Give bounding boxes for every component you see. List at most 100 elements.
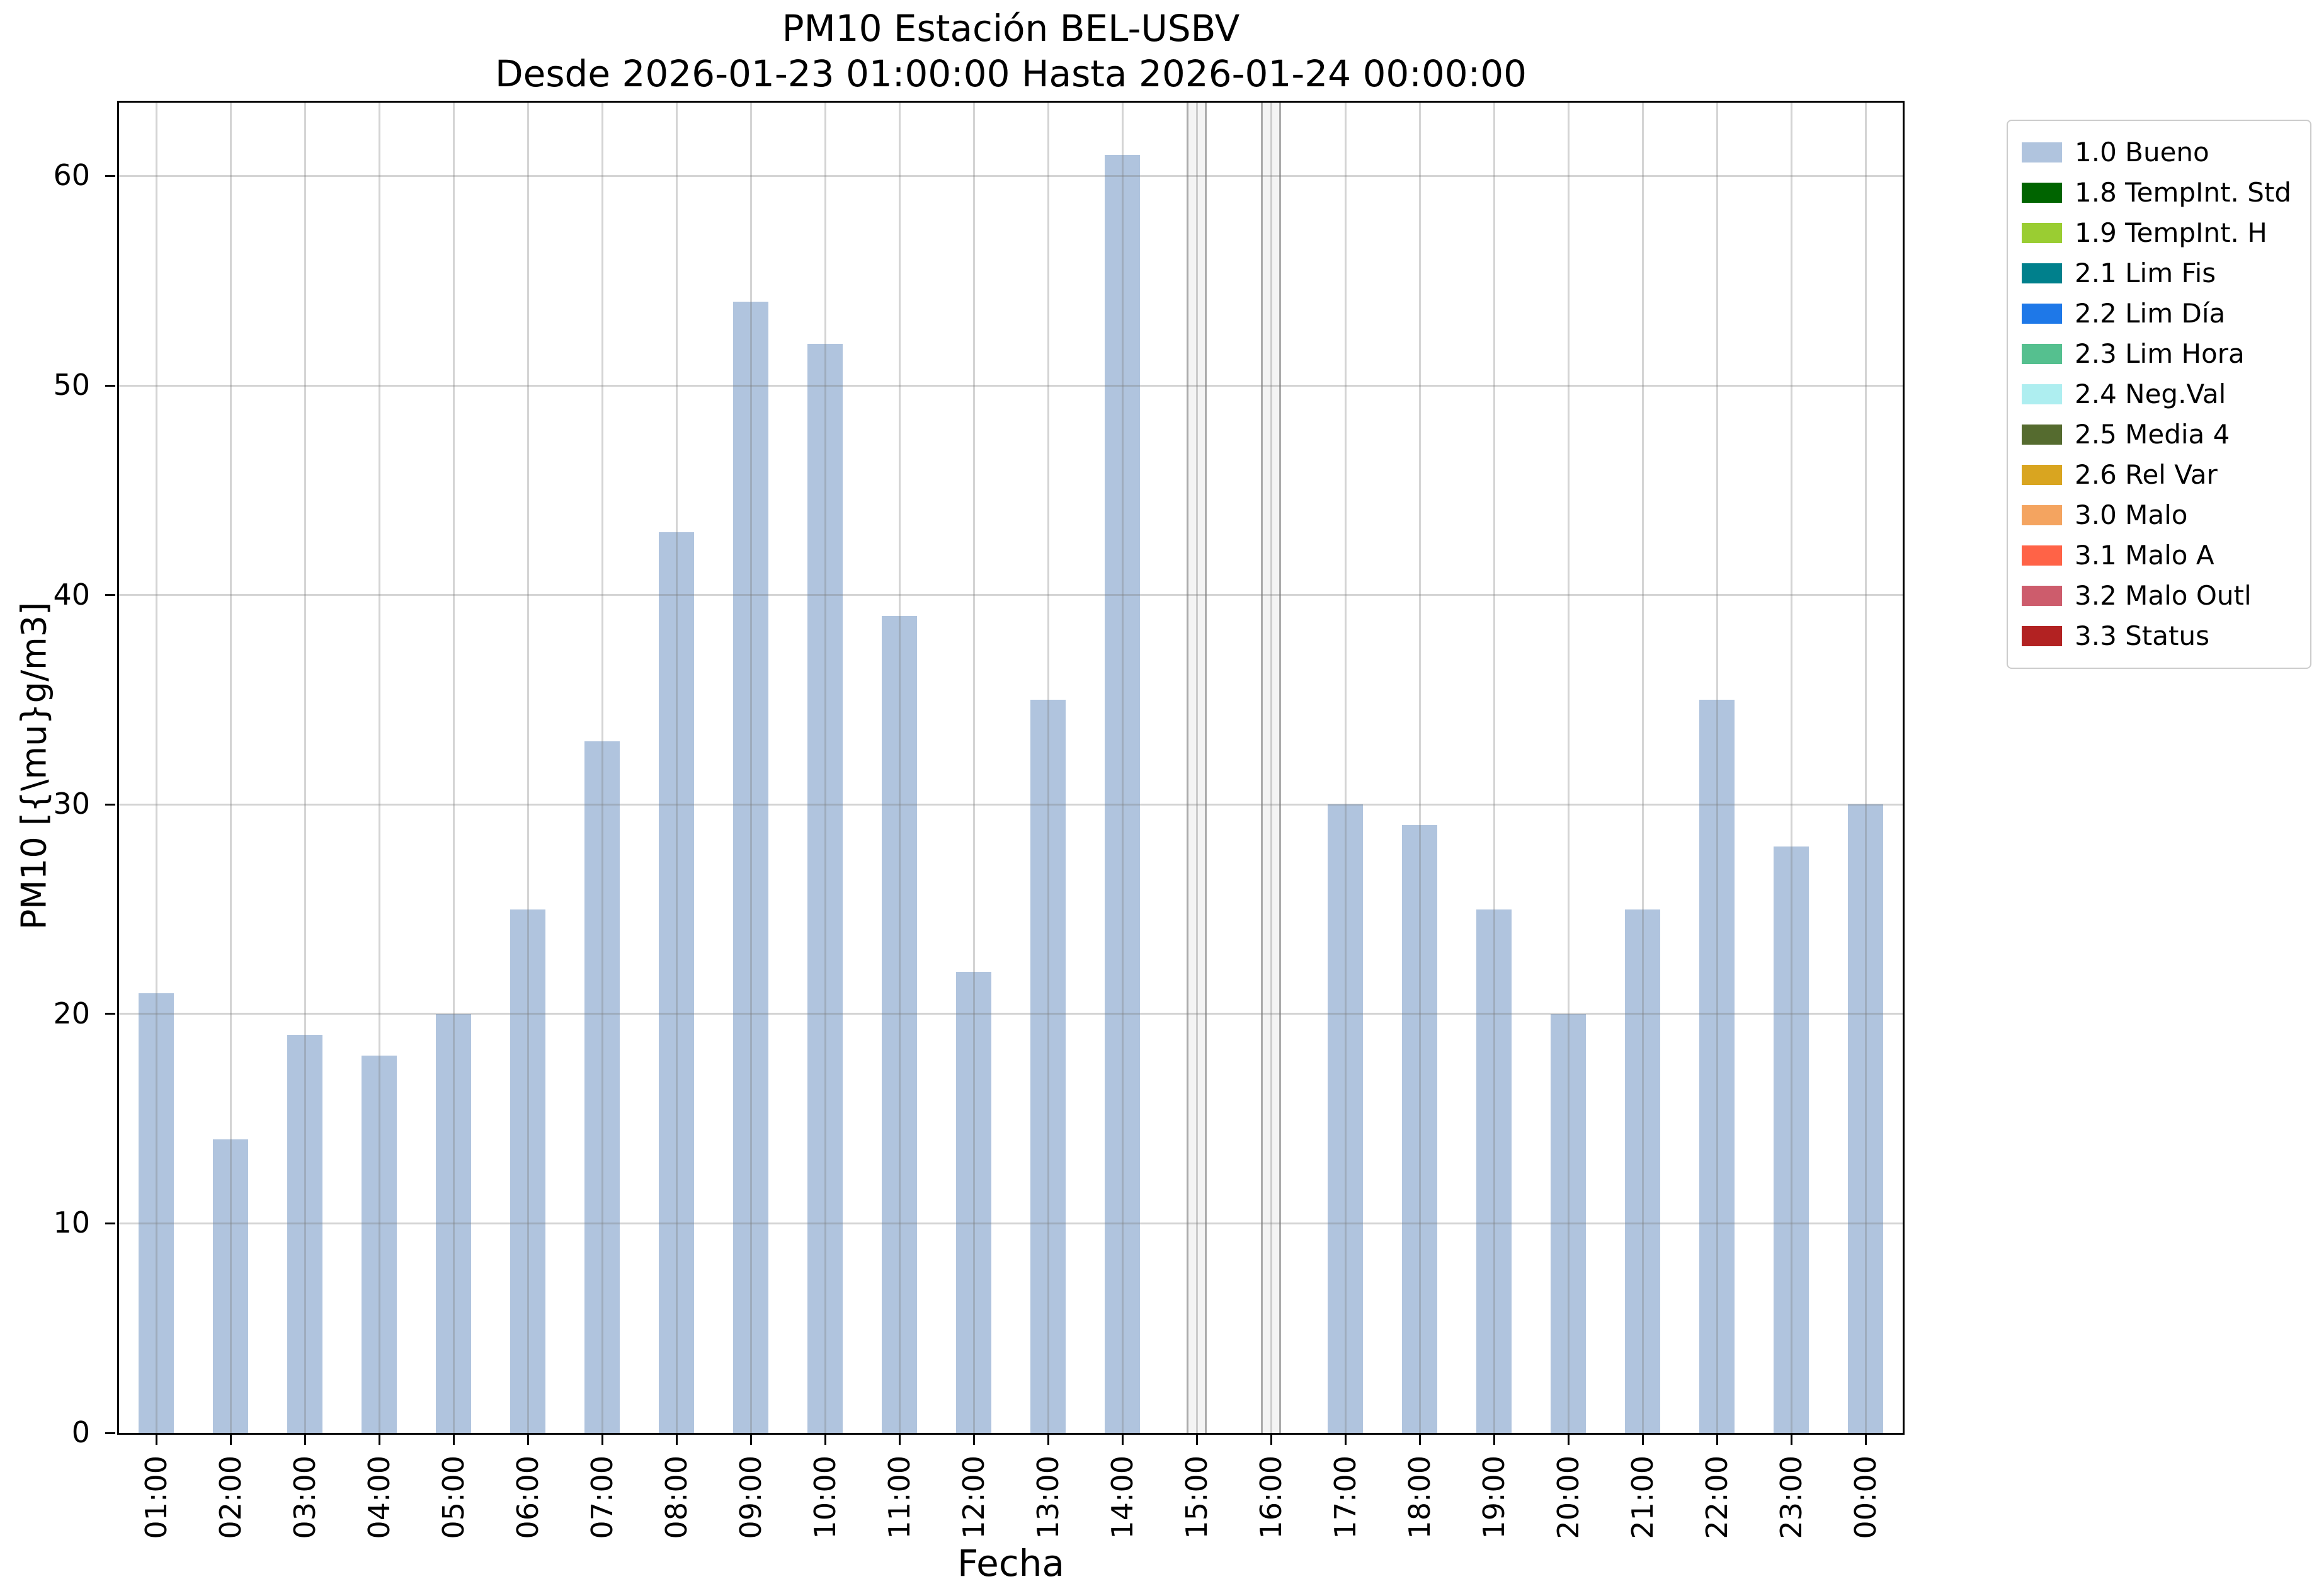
legend-item: 1.9 TempInt. H — [2022, 213, 2291, 253]
x-tick-mark — [1567, 1435, 1570, 1445]
x-tick-mark — [527, 1435, 529, 1445]
x-tick-mark — [675, 1435, 678, 1445]
x-tick-label: 07:00 — [585, 1456, 619, 1539]
missing-data-marker — [1261, 103, 1281, 1433]
x-tick-mark — [452, 1435, 455, 1445]
x-tick-mark — [1344, 1435, 1347, 1445]
x-tick-mark — [1195, 1435, 1198, 1445]
legend-item: 2.4 Neg.Val — [2022, 374, 2291, 414]
legend-swatch — [2022, 465, 2062, 485]
legend-swatch — [2022, 505, 2062, 525]
x-tick-mark — [1716, 1435, 1718, 1445]
x-tick-label: 23:00 — [1774, 1456, 1808, 1539]
x-tick-label: 08:00 — [659, 1456, 693, 1539]
bar — [956, 972, 991, 1433]
y-axis-label: PM10 [{\mu}g/m3] — [14, 601, 54, 930]
gridline-horizontal — [119, 803, 1903, 806]
y-tick-mark — [105, 174, 115, 177]
bar — [1848, 804, 1883, 1433]
y-tick-label: 40 — [53, 577, 90, 612]
x-tick-label: 02:00 — [214, 1456, 248, 1539]
gridline-horizontal — [119, 384, 1903, 387]
legend-swatch — [2022, 586, 2062, 606]
y-tick-label: 20 — [53, 996, 90, 1030]
plot-area: 0 10 20 30 40 50 60 01:00 02:00 03:00 04:00 05:00 06… — [53, 101, 1905, 1539]
legend-label: 1.8 TempInt. Std — [2075, 177, 2292, 208]
x-tick-label: 06:00 — [511, 1456, 545, 1539]
legend-swatch — [2022, 223, 2062, 243]
x-tick-label: 20:00 — [1551, 1456, 1585, 1539]
x-tick-mark — [304, 1435, 306, 1445]
x-tick-mark — [972, 1435, 975, 1445]
x-tick-label: 12:00 — [957, 1456, 991, 1539]
x-tick-mark — [1641, 1435, 1644, 1445]
legend-label: 2.3 Lim Hora — [2075, 338, 2245, 369]
legend-label: 3.2 Malo Outl — [2075, 580, 2252, 611]
bar — [1328, 804, 1363, 1433]
legend-swatch — [2022, 384, 2062, 404]
y-tick-label: 30 — [53, 787, 90, 821]
legend-label: 2.2 Lim Día — [2075, 298, 2226, 329]
x-tick-label: 17:00 — [1328, 1456, 1362, 1539]
x-tick-label: 00:00 — [1849, 1456, 1883, 1539]
y-tick-mark — [105, 594, 115, 596]
legend-swatch — [2022, 142, 2062, 162]
y-tick-label: 0 — [71, 1415, 90, 1449]
legend-item: 2.6 Rel Var — [2022, 455, 2291, 495]
legend-label: 2.5 Media 4 — [2075, 419, 2230, 450]
y-tick-mark — [105, 1432, 115, 1434]
legend-label: 3.1 Malo A — [2075, 540, 2214, 571]
legend-swatch — [2022, 183, 2062, 203]
y-tick-label: 50 — [53, 368, 90, 402]
x-tick-mark — [1270, 1435, 1272, 1445]
y-tick-label: 60 — [53, 158, 90, 193]
legend-item: 2.1 Lim Fis — [2022, 253, 2291, 294]
y-tick-mark — [105, 803, 115, 806]
y-tick-mark — [105, 384, 115, 387]
legend-swatch — [2022, 263, 2062, 283]
legend-item: 2.3 Lim Hora — [2022, 334, 2291, 374]
x-tick-mark — [1047, 1435, 1049, 1445]
x-tick-mark — [1493, 1435, 1495, 1445]
legend-label: 2.6 Rel Var — [2075, 459, 2218, 490]
bar — [436, 1013, 471, 1433]
legend-label: 1.0 Bueno — [2075, 137, 2209, 168]
bar — [733, 301, 768, 1433]
x-tick-label: 10:00 — [808, 1456, 842, 1539]
legend-label: 3.0 Malo — [2075, 499, 2188, 530]
bar — [362, 1056, 397, 1433]
legend-swatch — [2022, 626, 2062, 646]
x-tick-mark — [1418, 1435, 1421, 1445]
x-tick-mark — [898, 1435, 901, 1445]
legend-label: 3.3 Status — [2075, 620, 2209, 651]
x-tick-mark — [1790, 1435, 1792, 1445]
x-tick-label: 01:00 — [139, 1456, 173, 1539]
bar — [1699, 699, 1735, 1433]
bar — [807, 343, 843, 1433]
x-tick-label: 14:00 — [1105, 1456, 1139, 1539]
bar — [1476, 909, 1512, 1433]
bar — [213, 1139, 248, 1433]
x-tick-label: 22:00 — [1700, 1456, 1734, 1539]
x-tick-label: 13:00 — [1031, 1456, 1065, 1539]
x-tick-mark — [378, 1435, 380, 1445]
legend-label: 2.4 Neg.Val — [2075, 379, 2226, 409]
bar — [584, 741, 620, 1433]
y-tick-label: 10 — [53, 1206, 90, 1240]
legend-swatch — [2022, 304, 2062, 324]
x-tick-label: 03:00 — [288, 1456, 322, 1539]
bar — [1402, 825, 1437, 1433]
chart-title: PM10 Estación BEL-USBV — [782, 7, 1240, 50]
legend-item: 1.0 Bueno — [2022, 132, 2291, 173]
legend-item: 3.2 Malo Outl — [2022, 576, 2291, 616]
gridline-horizontal — [119, 594, 1903, 596]
x-tick-label: 09:00 — [734, 1456, 768, 1539]
legend-swatch — [2022, 545, 2062, 566]
legend-item: 2.5 Media 4 — [2022, 414, 2291, 455]
y-tick-mark — [105, 1013, 115, 1015]
bar — [1774, 846, 1809, 1433]
legend-item: 3.0 Malo — [2022, 495, 2291, 535]
legend-item: 1.8 TempInt. Std — [2022, 173, 2291, 213]
legend-item: 3.1 Malo A — [2022, 535, 2291, 576]
